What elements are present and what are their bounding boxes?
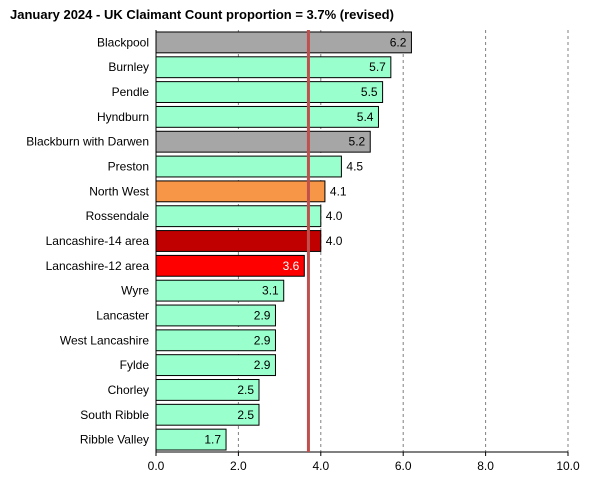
category-label: West Lancashire [60,333,149,347]
bar-3 [155,105,379,128]
value-label: 6.2 [390,35,407,49]
value-label: 3.1 [262,284,279,298]
value-label: 1.7 [204,433,221,447]
bar-7 [155,205,322,228]
category-label: Burnley [108,60,149,74]
category-label: Ribble Valley [80,433,149,447]
bar-1 [155,56,392,79]
x-tick-label: 2.0 [230,459,247,473]
category-label: Hyndburn [97,110,149,124]
value-label: 4.5 [346,160,363,174]
value-label: 3.6 [283,259,300,273]
x-tick-label: 4.0 [312,459,329,473]
value-label: 2.5 [237,383,254,397]
category-label: Lancashire-14 area [46,234,150,248]
bar-0 [155,31,412,54]
value-label: 2.9 [254,333,271,347]
value-label: 4.0 [326,234,343,248]
value-label: 5.2 [349,135,366,149]
x-tick-label: 8.0 [477,459,494,473]
x-tick-label: 0.0 [148,459,165,473]
category-label: Pendle [112,85,150,99]
value-label: 2.5 [237,408,254,422]
bar-4 [155,130,371,153]
category-label: Wyre [121,284,149,298]
category-label: Rossendale [86,209,150,223]
value-label: 2.9 [254,308,271,322]
category-label: Fylde [120,358,150,372]
bar-5 [155,155,342,178]
category-label: North West [89,184,149,198]
x-tick-label: 6.0 [395,459,412,473]
value-label: 2.9 [254,358,271,372]
value-label: 5.7 [369,60,386,74]
category-label: Chorley [108,383,149,397]
category-label: Lancashire-12 area [46,259,150,273]
chart-title: January 2024 - UK Claimant Count proport… [10,7,394,22]
value-label: 4.0 [326,209,343,223]
category-label: Lancaster [96,308,149,322]
category-label: Blackburn with Darwen [26,135,149,149]
x-tick-label: 10.0 [556,459,580,473]
category-label: South Ribble [80,408,149,422]
bar-6 [155,180,326,203]
axes: 0.0 2.0 4.0 6.0 8.0 10.0 [148,30,580,473]
bars: Blackpool 6.2 Burnley 5.7 Pendle 5.5 Hyndburn 5… [26,31,412,451]
value-label: 5.4 [357,110,374,124]
category-label: Preston [108,160,149,174]
value-label: 5.5 [361,85,378,99]
value-label: 4.1 [330,184,347,198]
bar-2 [155,81,384,103]
category-label: Blackpool [97,35,149,49]
bar-8 [155,230,322,252]
